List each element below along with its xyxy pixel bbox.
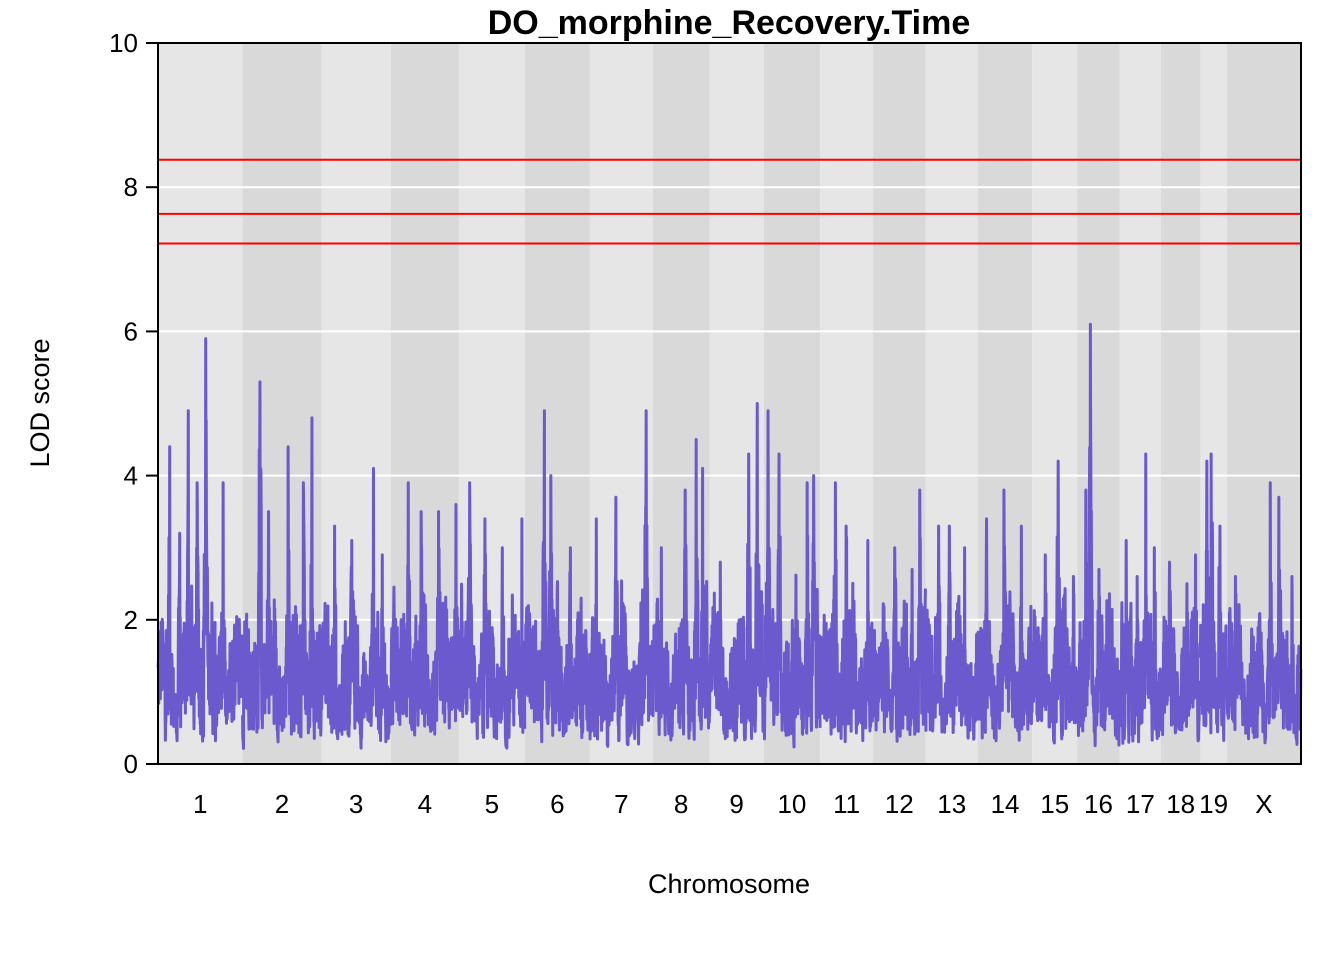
x-tick-label-chr-X: X bbox=[1255, 789, 1272, 819]
y-axis: 0 2 4 6 8 10 bbox=[109, 28, 159, 779]
lod-trace-chr-18 bbox=[1159, 553, 1202, 743]
lod-trace-chr-6 bbox=[523, 409, 592, 744]
x-tick-label-chr-9: 9 bbox=[729, 789, 743, 819]
chart-title: DO_morphine_Recovery.Time bbox=[488, 4, 970, 42]
lod-trace-chr-17 bbox=[1118, 452, 1163, 745]
y-tick-label-4: 4 bbox=[124, 461, 138, 491]
lod-trace-chr-12 bbox=[871, 488, 927, 743]
x-tick-label-chr-13: 13 bbox=[937, 789, 966, 819]
x-axis-label: Chromosome bbox=[648, 869, 810, 899]
y-tick-label-8: 8 bbox=[124, 172, 138, 202]
lod-trace-chr-4 bbox=[389, 481, 461, 737]
x-tick-label-chr-10: 10 bbox=[777, 789, 806, 819]
x-tick-label-chr-12: 12 bbox=[885, 789, 914, 819]
y-tick-label-10: 10 bbox=[109, 28, 138, 58]
x-tick-label-chr-16: 16 bbox=[1084, 789, 1113, 819]
x-tick-label-chr-4: 4 bbox=[418, 789, 432, 819]
lod-trace-chr-19 bbox=[1198, 452, 1229, 742]
lod-trace-chr-3 bbox=[319, 466, 393, 750]
lod-trace-chr-10 bbox=[762, 409, 822, 749]
x-tick-label-chr-7: 7 bbox=[614, 789, 628, 819]
x-tick-label-chr-5: 5 bbox=[485, 789, 499, 819]
lod-trace-chr-X bbox=[1225, 481, 1303, 746]
x-tick-label-chr-3: 3 bbox=[349, 789, 363, 819]
lod-trace-chr-8 bbox=[651, 438, 712, 742]
lod-trace-chr-16 bbox=[1075, 322, 1122, 748]
x-tick-label-chr-14: 14 bbox=[991, 789, 1020, 819]
x-tick-label-chr-1: 1 bbox=[193, 789, 207, 819]
x-tick-label-chr-2: 2 bbox=[275, 789, 289, 819]
lod-trace-chr-14 bbox=[976, 488, 1034, 743]
lod-trace-chr-15 bbox=[1030, 459, 1079, 745]
y-axis-label: LOD score bbox=[25, 338, 55, 467]
lod-trace-chr-5 bbox=[457, 481, 527, 750]
chromosome-band-1 bbox=[158, 43, 243, 764]
x-tick-label-chr-17: 17 bbox=[1126, 789, 1155, 819]
y-tick-label-2: 2 bbox=[124, 605, 138, 635]
lod-trace-chr-13 bbox=[923, 524, 980, 741]
threshold-lines bbox=[158, 158, 1301, 245]
x-tick-label-chr-18: 18 bbox=[1166, 789, 1195, 819]
lod-trace-chr-1 bbox=[156, 337, 244, 743]
y-tick-label-0: 0 bbox=[124, 749, 138, 779]
x-tick-label-chr-19: 19 bbox=[1199, 789, 1228, 819]
x-tick-label-chr-8: 8 bbox=[674, 789, 688, 819]
lod-trace-chr-11 bbox=[818, 481, 875, 744]
lod-series bbox=[156, 322, 1303, 750]
y-tick-label-6: 6 bbox=[124, 316, 138, 346]
lod-trace-chr-9 bbox=[708, 402, 766, 742]
x-tick-label-chr-6: 6 bbox=[550, 789, 564, 819]
x-tick-label-chr-11: 11 bbox=[833, 789, 860, 819]
x-tick-label-chr-15: 15 bbox=[1040, 789, 1069, 819]
lod-trace-chr-2 bbox=[241, 380, 323, 750]
x-axis: 1 2 3 4 5 6 7 8 9 10 11 12 13 14 15 16 17 18 19 X bbox=[193, 789, 1273, 819]
lod-trace-chr-7 bbox=[588, 409, 655, 748]
